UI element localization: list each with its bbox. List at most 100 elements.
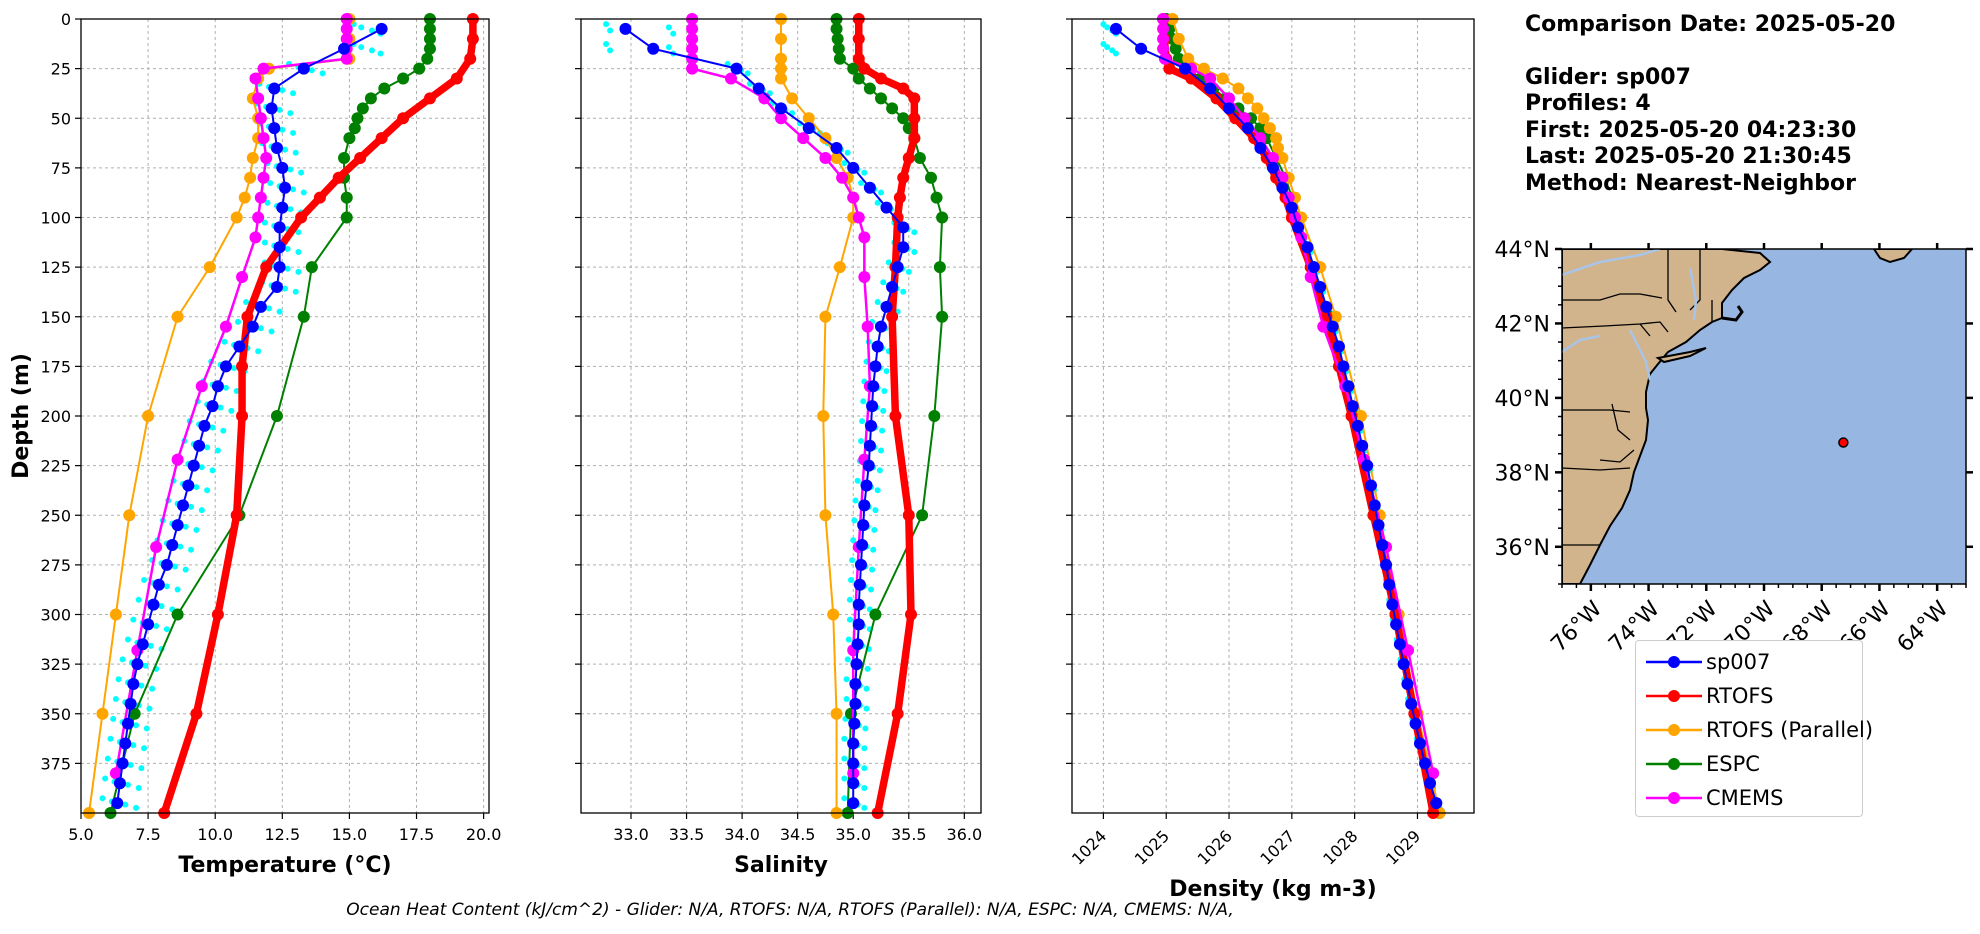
data-point [1393, 638, 1406, 651]
raw-point [883, 368, 890, 375]
data-point [880, 201, 893, 214]
data-point [905, 608, 917, 621]
data-point [897, 241, 910, 254]
data-point [858, 499, 871, 512]
data-point [147, 598, 160, 611]
data-point [206, 400, 219, 413]
x-axis-label: Temperature (°C) [178, 853, 391, 878]
data-point [423, 42, 436, 55]
raw-point [861, 784, 868, 791]
raw-point [358, 44, 365, 51]
raw-point [290, 186, 297, 193]
data-point [802, 122, 815, 135]
raw-point [876, 467, 883, 474]
y-tick-label: 225 [40, 457, 71, 476]
raw-point [878, 447, 884, 454]
raw-point [127, 761, 134, 768]
data-point [847, 161, 860, 174]
data-point [863, 82, 876, 95]
raw-point [862, 725, 869, 732]
raw-point [665, 44, 672, 51]
data-point [305, 261, 318, 274]
data-point [1337, 360, 1350, 373]
data-point [775, 62, 787, 75]
data-point [450, 72, 463, 85]
data-point [219, 360, 232, 373]
raw-point [198, 464, 205, 471]
data-point [211, 380, 224, 393]
data-point [198, 419, 211, 432]
map-frame [1561, 248, 1967, 585]
data-point [860, 479, 873, 492]
raw-point [124, 781, 131, 788]
legend-label: sp007 [1706, 650, 1771, 674]
data-point [775, 52, 787, 65]
raw-point [115, 676, 122, 683]
data-point [851, 638, 864, 651]
raw-point [841, 755, 848, 762]
x-tick-label: 33.5 [669, 825, 705, 844]
data-point [273, 221, 286, 234]
data-point [862, 459, 875, 472]
raw-point [146, 705, 153, 712]
data-point [354, 151, 367, 164]
data-point [869, 360, 882, 373]
data-point [128, 707, 141, 720]
data-point [230, 509, 243, 522]
raw-point [130, 616, 137, 623]
y-tick-label: 50 [51, 109, 71, 128]
data-point [1401, 677, 1414, 690]
data-point [244, 171, 257, 184]
series-line [1115, 28, 1438, 804]
raw-point [308, 67, 315, 74]
data-point [933, 261, 946, 274]
x-tick-label: 1024 [1068, 826, 1110, 868]
data-point [852, 618, 865, 631]
data-point [1157, 42, 1170, 55]
raw-point [193, 484, 200, 491]
axes-frame [80, 18, 490, 814]
data-point [1254, 142, 1267, 155]
raw-point [209, 467, 216, 474]
x-tick-label: 34.5 [780, 825, 816, 844]
raw-point [276, 106, 283, 113]
data-point [775, 32, 787, 45]
raw-point [282, 285, 288, 292]
data-point [193, 439, 206, 452]
raw-point [911, 249, 918, 256]
raw-point [235, 318, 242, 325]
raw-point [854, 477, 861, 484]
raw-point [233, 387, 240, 394]
data-point [1210, 92, 1223, 105]
raw-point [182, 566, 189, 573]
raw-point [287, 206, 294, 213]
data-point [1223, 92, 1236, 105]
raw-point [846, 596, 853, 603]
raw-point [859, 418, 866, 425]
raw-point [284, 265, 291, 272]
data-point [1427, 767, 1440, 780]
data-point [397, 112, 410, 125]
data-point [830, 142, 843, 155]
raw-point [911, 229, 918, 236]
data-point [1405, 697, 1418, 710]
x-tick-label: 20.0 [466, 825, 502, 844]
data-point [190, 707, 203, 720]
raw-point [874, 299, 881, 306]
data-point [850, 658, 863, 671]
data-point [268, 122, 281, 135]
map-rivers [1562, 249, 1698, 381]
raw-point [231, 364, 237, 371]
data-point [338, 42, 351, 55]
data-point [936, 310, 949, 323]
raw-point [846, 616, 853, 623]
x-tick-label: 12.5 [265, 825, 301, 844]
y-tick-label: 75 [51, 159, 71, 178]
data-point [866, 400, 879, 413]
raw-point [153, 623, 160, 630]
raw-point [843, 696, 850, 703]
raw-point [290, 90, 297, 97]
data-point [833, 261, 846, 274]
data-point [730, 62, 743, 75]
